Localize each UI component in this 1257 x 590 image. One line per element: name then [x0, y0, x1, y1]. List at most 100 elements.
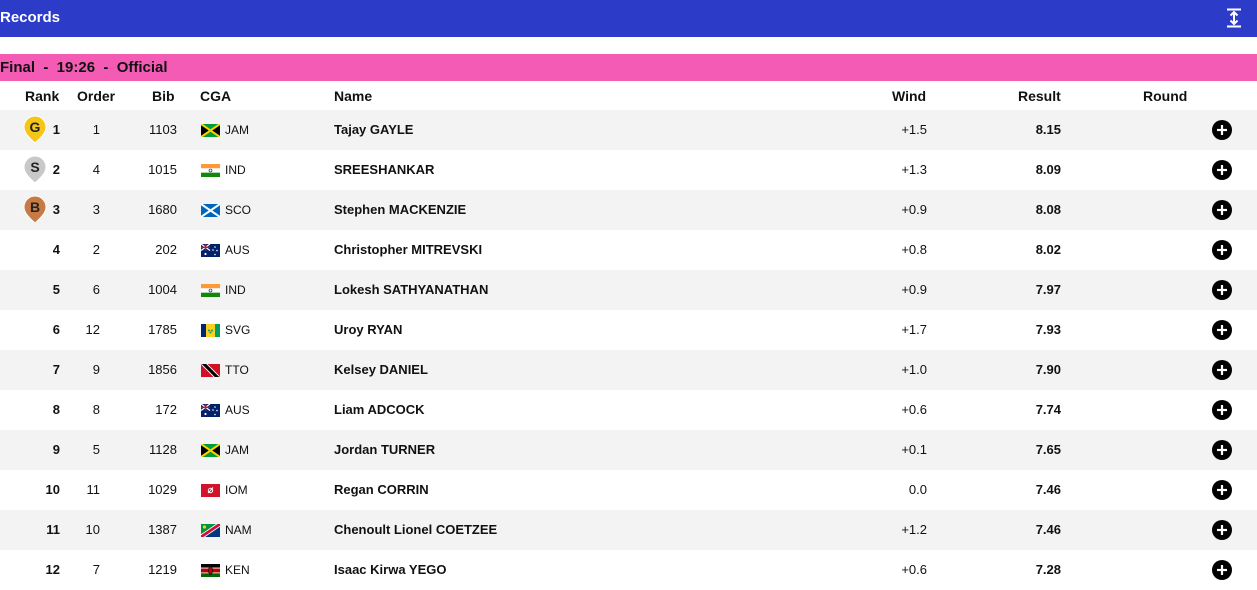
expand-row-icon[interactable]: [1212, 320, 1232, 340]
order-value: 8: [92, 402, 100, 417]
result-value: 8.08: [1035, 202, 1061, 217]
bronze-medal-icon: B: [23, 195, 47, 224]
heat-bar: Final - 19:26 - Official: [0, 54, 1257, 81]
wind-value: 0.0: [908, 482, 927, 497]
table-row: 6 12 1785 SVG Uroy RYAN +1.7 7.93: [0, 310, 1257, 350]
bib-value: 1029: [148, 482, 177, 497]
flag-icon-jam: [201, 124, 220, 137]
result-value: 7.28: [1035, 562, 1061, 577]
svg-text:G: G: [30, 119, 41, 135]
wind-value: +0.9: [901, 282, 927, 297]
svg-text:B: B: [30, 199, 40, 215]
expand-row-icon[interactable]: [1212, 160, 1232, 180]
expand-row-icon[interactable]: [1212, 440, 1232, 460]
result-value: 7.90: [1035, 362, 1061, 377]
order-value: 10: [85, 522, 100, 537]
athlete-name: Chenoult Lionel COETZEE: [334, 522, 498, 537]
table-row: S 2 4 1015 IND SREESHANKAR +1.3 8.09: [0, 150, 1257, 190]
heat-label: Final - 19:26 - Official: [0, 59, 168, 76]
cga-value: SCO: [225, 203, 252, 217]
athlete-name: Christopher MITREVSKI: [334, 242, 483, 257]
cga-value: NAM: [225, 523, 252, 537]
result-value: 7.46: [1035, 482, 1061, 497]
wind-value: +1.3: [901, 162, 927, 177]
wind-value: +1.2: [901, 522, 927, 537]
order-value: 5: [92, 442, 100, 457]
flag-icon-sco: [201, 204, 220, 217]
result-value: 7.97: [1035, 282, 1061, 297]
table-row: 4 2 202 AUS Christopher MITREVSKI +0.8 8.02: [0, 230, 1257, 270]
wind-value: +1.0: [901, 362, 927, 377]
rank-value: 3: [52, 202, 60, 217]
table-row: 7 9 1856 TTO Kelsey DANIEL +1.0 7.90: [0, 350, 1257, 390]
rank-value: 1: [52, 122, 60, 137]
bib-value: 202: [155, 242, 177, 257]
result-value: 8.09: [1035, 162, 1061, 177]
cga-value: TTO: [225, 363, 249, 377]
wind-value: +0.8: [901, 242, 927, 257]
expand-row-icon[interactable]: [1212, 480, 1232, 500]
expand-row-icon[interactable]: [1212, 360, 1232, 380]
flag-icon-aus: [201, 404, 220, 417]
cga-value: SVG: [225, 323, 251, 337]
bib-value: 1856: [148, 362, 177, 377]
col-bib: Bib: [152, 88, 175, 104]
expand-icon[interactable]: [1225, 8, 1243, 28]
rank-value: 10: [45, 482, 60, 497]
bib-value: 172: [155, 402, 177, 417]
expand-row-icon[interactable]: [1212, 120, 1232, 140]
athlete-name: Kelsey DANIEL: [334, 362, 428, 377]
order-value: 12: [85, 322, 100, 337]
cga-value: AUS: [225, 403, 250, 417]
bib-value: 1128: [149, 442, 177, 457]
cga-value: IND: [225, 283, 246, 297]
flag-icon-iom: [201, 484, 220, 497]
col-name: Name: [334, 88, 373, 104]
cga-value: KEN: [225, 563, 250, 577]
cga-value: AUS: [225, 243, 250, 257]
cga-value: IOM: [225, 483, 248, 497]
cga-value: JAM: [225, 443, 249, 457]
athlete-name: Uroy RYAN: [334, 322, 403, 337]
cga-value: IND: [225, 163, 246, 177]
expand-row-icon[interactable]: [1212, 240, 1232, 260]
rank-value: 6: [52, 322, 60, 337]
table-row: 12 7 1219 KEN Isaac Kirwa YEGO +0.6 7.28: [0, 550, 1257, 590]
col-result: Result: [1018, 88, 1061, 104]
flag-icon-aus: [201, 244, 220, 257]
wind-value: +1.7: [901, 322, 927, 337]
rank-value: 7: [52, 362, 60, 377]
flag-icon-ind: [201, 164, 220, 177]
order-value: 9: [92, 362, 100, 377]
athlete-name: SREESHANKAR: [334, 162, 435, 177]
result-value: 7.65: [1035, 442, 1061, 457]
flag-icon-ken: [201, 564, 220, 577]
result-value: 8.02: [1035, 242, 1061, 257]
expand-row-icon[interactable]: [1212, 560, 1232, 580]
rank-value: 5: [52, 282, 60, 297]
gold-medal-icon: G: [23, 115, 47, 144]
expand-row-icon[interactable]: [1212, 280, 1232, 300]
bib-value: 1103: [149, 122, 177, 137]
bib-value: 1219: [148, 562, 177, 577]
table-row: B 3 3 1680 SCO Stephen MACKENZIE +0.9 8.08: [0, 190, 1257, 230]
table-row: 10 11 1029 IOM Regan CORRIN 0.0 7.46: [0, 470, 1257, 510]
wind-value: +0.6: [901, 402, 927, 417]
expand-row-icon[interactable]: [1212, 520, 1232, 540]
flag-icon-svg: [201, 324, 220, 337]
bib-value: 1387: [148, 522, 177, 537]
order-value: 11: [86, 482, 101, 497]
rank-value: 12: [45, 562, 60, 577]
athlete-name: Jordan TURNER: [334, 442, 436, 457]
col-wind: Wind: [892, 88, 927, 104]
order-value: 1: [92, 122, 100, 137]
rank-value: 8: [52, 402, 60, 417]
expand-row-icon[interactable]: [1212, 400, 1232, 420]
rank-value: 9: [52, 442, 60, 457]
flag-icon-nam: [201, 524, 220, 537]
svg-text:S: S: [30, 159, 39, 175]
athlete-name: Liam ADCOCK: [334, 402, 425, 417]
col-round: Round: [1143, 88, 1188, 104]
expand-row-icon[interactable]: [1212, 200, 1232, 220]
wind-value: +0.9: [901, 202, 927, 217]
